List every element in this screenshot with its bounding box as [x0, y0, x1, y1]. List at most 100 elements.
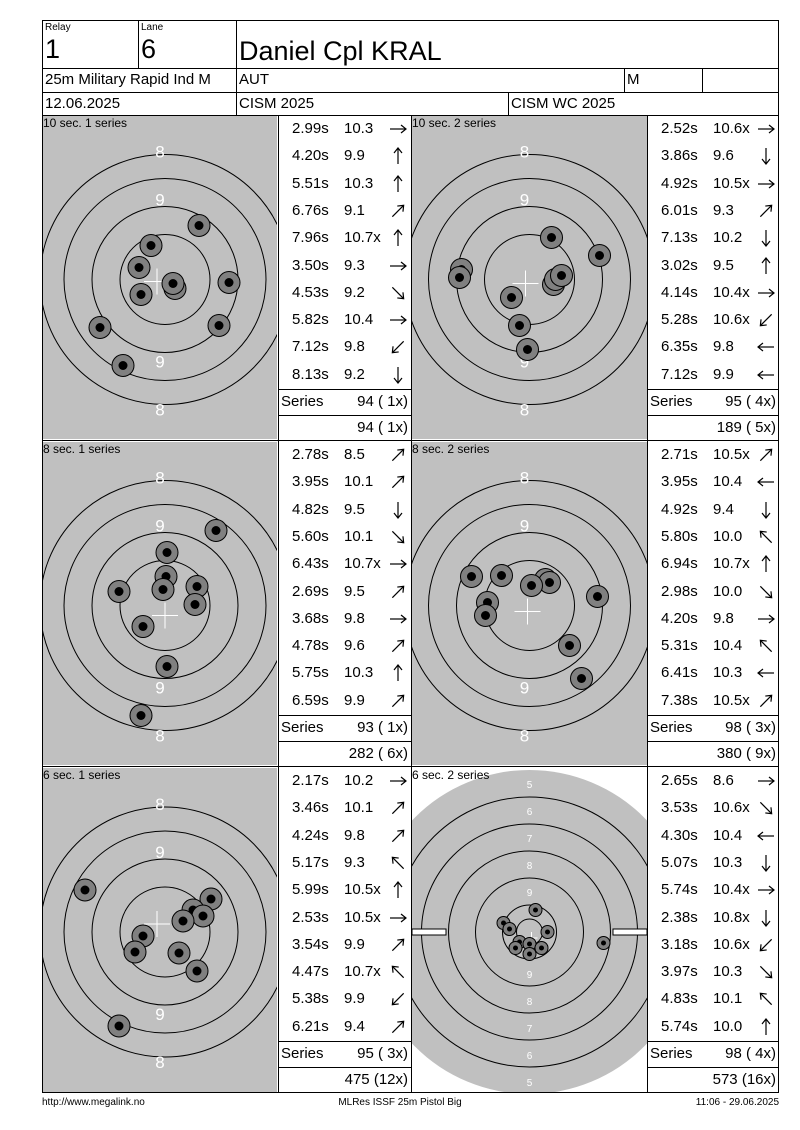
direction-arrow-down-icon	[761, 501, 771, 519]
shot-time: 2.53s	[292, 908, 329, 926]
target-bar-right	[612, 928, 647, 936]
shot-score: 10.6x	[713, 935, 750, 953]
shot-score: 9.9	[344, 147, 365, 165]
shot-time: 3.68s	[292, 609, 329, 627]
shot-time: 3.53s	[661, 799, 698, 817]
relay-value: 1	[45, 34, 61, 64]
shot-time: 3.02s	[661, 256, 698, 274]
shot-time: 7.13s	[661, 229, 698, 247]
shot-score: 9.4	[344, 1017, 365, 1035]
shot-time: 4.53s	[292, 283, 329, 301]
direction-arrow-up-right-icon	[391, 801, 405, 815]
shot-row: 7.38s 10.5x	[661, 687, 778, 714]
series-title: 8 sec. 2 series	[412, 442, 490, 456]
shot-row: 3.53s 10.6x	[661, 794, 778, 821]
cumulative-total: 380 ( 9x)	[716, 745, 776, 762]
shot-row: 6.35s 9.8	[661, 333, 778, 360]
shot-score: 9.8	[713, 338, 734, 356]
scoring-ring	[63, 504, 267, 707]
shot-row: 2.71s 10.5x	[661, 441, 778, 468]
shot-hole	[88, 316, 112, 339]
scoring-ring	[119, 234, 211, 325]
shot-time: 3.54s	[292, 935, 329, 953]
shot-score: 10.2	[344, 772, 374, 789]
direction-arrow-up-right-icon	[759, 204, 773, 217]
shot-score: 10.1	[344, 473, 374, 491]
shot-hole	[111, 354, 135, 377]
shot-score: 10.4	[713, 637, 743, 655]
shot-row: 2.98s 10.0	[661, 578, 778, 605]
direction-arrow-down-right-icon	[391, 286, 405, 300]
shot-row: 4.30s 10.4	[661, 822, 778, 849]
target-2: 8 9 9 8	[412, 116, 647, 439]
shot-score: 10.5x	[713, 446, 750, 463]
series-total: 98 ( 3x)	[725, 719, 776, 736]
ring-label: 9	[155, 517, 164, 536]
shot-time: 4.92s	[661, 500, 698, 518]
shot-hole	[107, 580, 131, 603]
scoring-ring	[43, 480, 277, 731]
scoring-ring	[448, 850, 611, 1014]
series-total: 94 ( 1x)	[357, 393, 408, 410]
shot-time: 5.07s	[661, 853, 698, 871]
shot-time: 5.80s	[661, 527, 698, 545]
direction-arrow-down-left-icon	[391, 993, 405, 1006]
target-background	[43, 768, 277, 1092]
shot-score: 8.6	[713, 772, 734, 789]
ring-label: 9	[527, 888, 533, 899]
shot-score: 10.5x	[713, 691, 750, 709]
shot-hole	[540, 226, 563, 249]
shot-row: 5.60s 10.1	[292, 523, 410, 550]
shot-time: 5.75s	[292, 664, 329, 682]
shot-time: 5.28s	[661, 311, 698, 329]
shot-time: 4.20s	[292, 147, 329, 165]
shot-score: 10.3	[344, 664, 374, 682]
series-title: 10 sec. 2 series	[412, 116, 497, 130]
shot-score: 9.9	[344, 990, 365, 1008]
shot-score: 10.1	[344, 527, 374, 545]
nation: AUT	[239, 71, 269, 88]
ring-label: 9	[520, 353, 529, 372]
direction-arrow-right-icon	[390, 261, 407, 270]
shot-score: 10.3	[713, 853, 743, 871]
direction-arrow-down-right-icon	[759, 585, 773, 598]
shot-row: 4.92s 10.5x	[661, 170, 778, 197]
shot-score: 10.0	[713, 527, 743, 545]
event-name: 25m Military Rapid Ind M	[45, 71, 211, 88]
direction-arrow-left-icon	[757, 668, 774, 678]
shot-time: 3.18s	[661, 935, 698, 953]
shot-row: 3.18s 10.6x	[661, 931, 778, 958]
series-total: 95 ( 4x)	[725, 393, 776, 410]
direction-arrow-right-icon	[390, 124, 407, 134]
direction-arrow-down-icon	[761, 148, 771, 166]
ring-label: 9	[527, 970, 533, 981]
direction-arrow-down-icon	[761, 230, 771, 248]
shot-row: 2.38s 10.8x	[661, 904, 778, 931]
shot-row: 7.12s 9.8	[292, 333, 410, 360]
shot-hole	[558, 634, 581, 657]
shot-score: 9.9	[713, 365, 734, 383]
scoring-ring	[119, 886, 211, 978]
shot-time: 2.71s	[661, 446, 698, 463]
shot-row: 6.01s 9.3	[661, 197, 778, 224]
shot-time: 5.31s	[661, 637, 698, 655]
shot-time: 7.12s	[292, 338, 329, 356]
direction-arrow-up-right-icon	[391, 639, 405, 653]
shot-time: 4.82s	[292, 500, 329, 518]
ring-label: 8	[155, 143, 164, 162]
target-background	[412, 442, 647, 765]
shot-hole	[596, 936, 611, 950]
target-background	[43, 442, 277, 765]
shot-hole	[129, 283, 153, 306]
shot-score: 10.3	[713, 664, 743, 682]
direction-arrow-up-right-icon	[391, 204, 405, 217]
shot-row: 3.95s 10.1	[292, 468, 410, 495]
scoring-ring	[43, 806, 277, 1058]
shot-hole	[151, 578, 175, 601]
shot-hole	[490, 564, 513, 587]
shot-row: 6.76s 9.1	[292, 197, 410, 224]
shot-score: 10.1	[344, 799, 374, 817]
shot-time: 5.51s	[292, 174, 329, 192]
shot-score: 10.2	[713, 229, 743, 247]
shot-time: 7.38s	[661, 691, 698, 709]
